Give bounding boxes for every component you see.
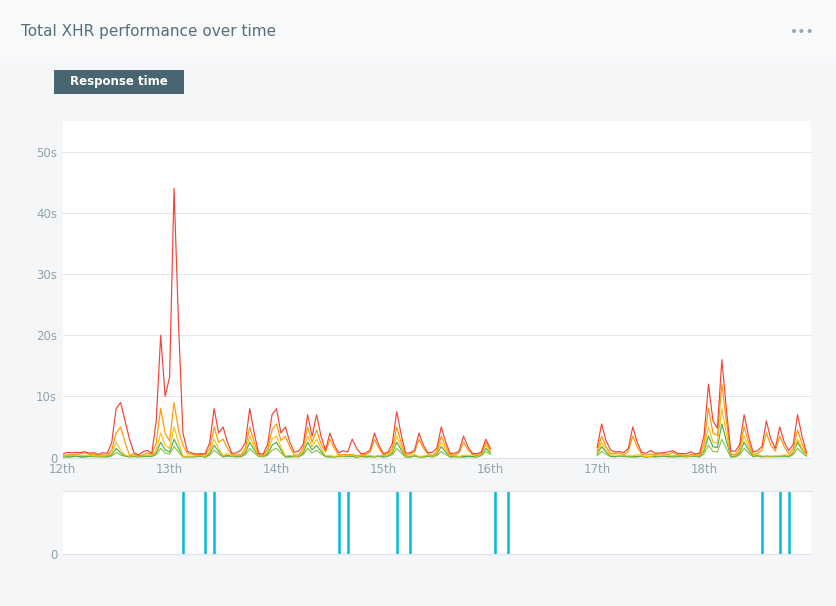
Text: Total XHR performance over time: Total XHR performance over time xyxy=(21,24,276,39)
Text: Response time: Response time xyxy=(70,75,168,88)
Text: •••: ••• xyxy=(790,25,815,39)
Legend: Deployments: Deployments xyxy=(380,602,494,606)
Legend: Average, Median, P75, P90, P99: Average, Median, P75, P90, P99 xyxy=(257,502,616,525)
